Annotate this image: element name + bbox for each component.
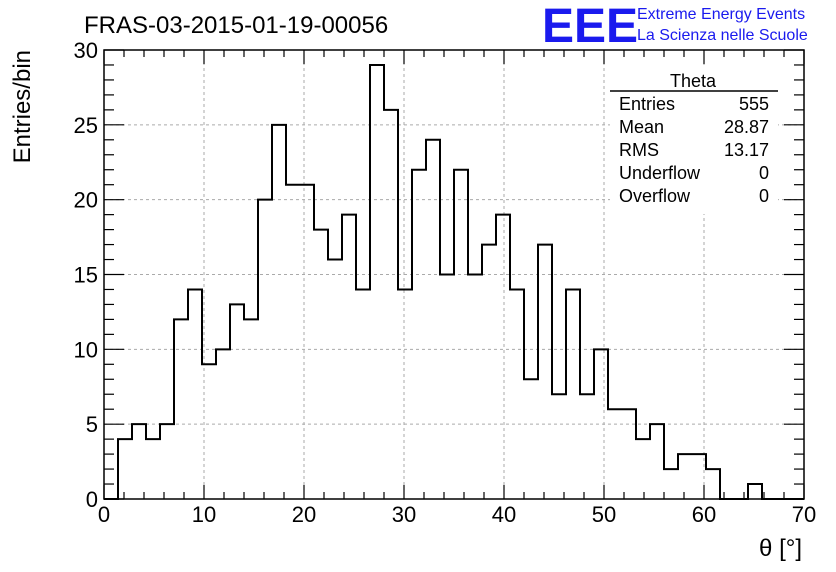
histogram-bin <box>230 304 244 499</box>
x-axis-title: θ [°] <box>759 535 802 562</box>
stats-row-value: 555 <box>739 94 769 114</box>
x-tick-label: 10 <box>192 502 216 527</box>
eee-logo: EEE Extreme Energy Events La Scienza nel… <box>542 0 808 53</box>
histogram-outline <box>104 63 804 500</box>
histogram-bin <box>468 275 482 500</box>
y-tick-label: 10 <box>74 337 98 362</box>
histogram-bin <box>272 125 286 499</box>
histogram-bin <box>370 65 384 499</box>
histogram-bin <box>524 379 538 499</box>
logo-line1: Extreme Energy Events <box>637 6 805 23</box>
y-tick-label: 30 <box>74 38 98 63</box>
histogram-bin <box>622 409 636 499</box>
histogram-bin <box>748 484 762 499</box>
histogram-bin <box>440 275 454 500</box>
x-tick-label: 70 <box>792 502 816 527</box>
histogram-bin <box>314 230 328 499</box>
histogram-bin <box>552 394 566 499</box>
histogram-bin <box>356 289 370 499</box>
stats-row-label: Underflow <box>619 163 701 183</box>
stats-box: Theta Entries 555 Mean 28.87 RMS 13.17 Underfl… <box>610 66 778 214</box>
histogram-bin <box>174 319 188 499</box>
stats-row-label: Mean <box>619 117 664 137</box>
histogram-bin <box>342 215 356 499</box>
logo-mark: EEE <box>542 0 638 53</box>
histogram-bin <box>566 289 580 499</box>
y-tick-label: 5 <box>86 412 98 437</box>
histogram-bin <box>608 409 622 499</box>
histogram-bin <box>398 289 412 499</box>
stats-rows: Entries 555 Mean 28.87 RMS 13.17 Underflow 0 Ove… <box>619 94 769 206</box>
histogram-bin <box>580 394 594 499</box>
stats-row-label: Entries <box>619 94 675 114</box>
histogram-bin <box>286 185 300 499</box>
x-tick-label: 20 <box>292 502 316 527</box>
histogram-bin <box>538 245 552 499</box>
x-tick-label: 40 <box>492 502 516 527</box>
histogram-bin <box>426 140 440 499</box>
stats-row-value: 13.17 <box>724 140 769 160</box>
histogram-bin <box>118 439 132 499</box>
stats-row-value: 28.87 <box>724 117 769 137</box>
histogram-bin <box>132 424 146 499</box>
y-tick-labels: 0 5 10 15 20 25 30 <box>74 38 98 512</box>
histogram-bin <box>300 185 314 499</box>
stats-row-value: 0 <box>759 186 769 206</box>
histogram-bin <box>678 454 692 499</box>
histogram-bin <box>482 245 496 499</box>
histogram-bars <box>104 63 804 500</box>
y-tick-label: 0 <box>86 487 98 512</box>
x-tick-label: 30 <box>392 502 416 527</box>
stats-row-label: Overflow <box>619 186 691 206</box>
histogram-bin <box>636 439 650 499</box>
x-tick-labels: 0 10 20 30 40 50 60 70 <box>98 502 816 527</box>
histogram-bin <box>454 170 468 499</box>
stats-row-value: 0 <box>759 163 769 183</box>
histogram-bin <box>328 260 342 499</box>
stats-row-label: RMS <box>619 140 659 160</box>
axis-ticks <box>103 49 805 500</box>
histogram-bin <box>412 170 426 499</box>
y-tick-label: 20 <box>74 188 98 213</box>
histogram-bin <box>664 469 678 499</box>
histogram-bin <box>510 289 524 499</box>
y-tick-label: 15 <box>74 263 98 288</box>
histogram-bin <box>244 319 258 499</box>
chart-title: FRAS-03-2015-01-19-00056 <box>84 12 388 39</box>
histogram-bin <box>146 439 160 499</box>
histogram-bin <box>650 424 664 499</box>
histogram-bin <box>160 424 174 499</box>
histogram-bin <box>496 215 510 499</box>
y-axis-title: Entries/bin <box>9 50 36 163</box>
x-tick-label: 50 <box>592 502 616 527</box>
logo-line2: La Scienza nelle Scuole <box>637 27 808 44</box>
y-tick-label: 25 <box>74 113 98 138</box>
stats-title: Theta <box>670 71 717 91</box>
histogram-bin <box>384 110 398 499</box>
x-tick-label: 0 <box>98 502 110 527</box>
histogram-bin <box>188 289 202 499</box>
x-tick-label: 60 <box>692 502 716 527</box>
histogram-bin <box>706 469 720 499</box>
